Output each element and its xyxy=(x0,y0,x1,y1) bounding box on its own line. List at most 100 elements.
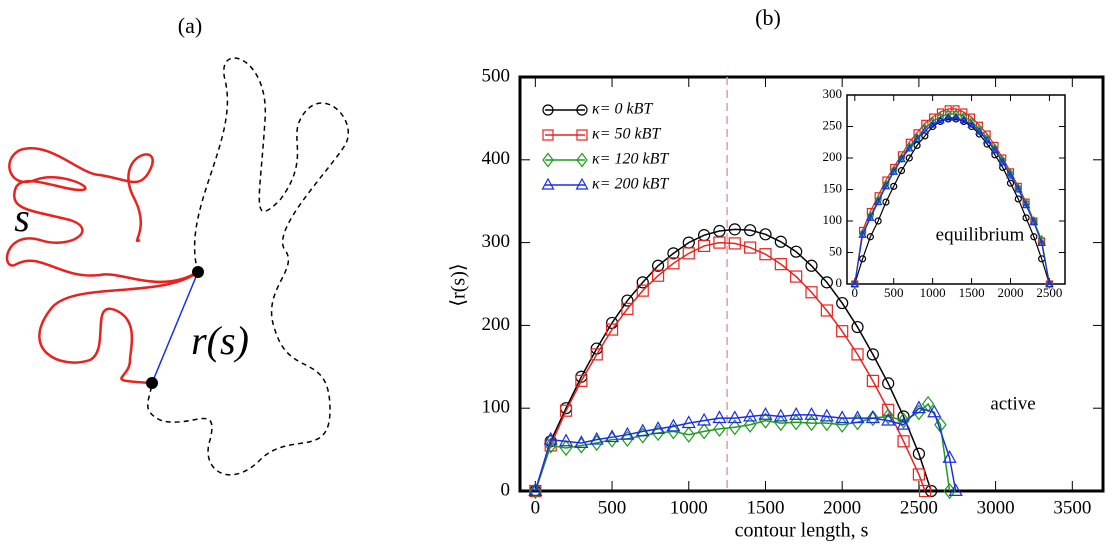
marker xyxy=(998,157,1008,166)
plot-frame xyxy=(846,94,1066,285)
marker xyxy=(666,418,681,432)
marker xyxy=(667,257,680,270)
marker xyxy=(713,420,726,438)
dashed-contour xyxy=(147,57,350,476)
marker xyxy=(727,410,742,424)
distance-arrow xyxy=(151,271,199,384)
marker xyxy=(728,223,741,236)
marker xyxy=(936,112,945,122)
annotation: active xyxy=(990,393,1035,414)
marker xyxy=(544,437,557,454)
endpoint xyxy=(146,377,158,389)
legend-marker xyxy=(542,152,554,168)
marker xyxy=(590,348,603,361)
marker xyxy=(790,270,803,283)
x-tick-label: 2000 xyxy=(823,497,861,518)
marker xyxy=(712,410,727,424)
marker xyxy=(820,276,833,289)
marker xyxy=(1030,233,1038,241)
marker xyxy=(789,406,804,420)
marker xyxy=(882,403,895,416)
marker xyxy=(651,421,666,434)
legend-marker xyxy=(575,177,589,190)
x-tick-label: 1500 xyxy=(959,285,985,300)
legend-label: κ= 50 kBT xyxy=(592,126,661,143)
marker xyxy=(605,323,619,336)
marker xyxy=(604,429,620,443)
marker xyxy=(636,276,649,289)
marker xyxy=(743,408,758,422)
marker xyxy=(850,279,860,287)
x-tick-label: 0 xyxy=(531,497,541,518)
marker xyxy=(759,412,772,429)
marker xyxy=(1045,279,1054,287)
marker xyxy=(866,233,874,241)
legend-marker xyxy=(576,104,588,116)
series-line xyxy=(534,407,957,492)
marker xyxy=(951,112,961,121)
marker xyxy=(805,259,818,272)
marker xyxy=(874,217,882,225)
s-label: s xyxy=(14,195,30,240)
legend-label: κ= 200 kBT xyxy=(592,176,669,193)
marker xyxy=(682,426,696,443)
marker xyxy=(982,135,992,144)
x-tick-label: 2500 xyxy=(900,497,938,518)
marker xyxy=(960,108,968,116)
marker xyxy=(621,430,634,447)
marker xyxy=(1006,170,1015,179)
marker xyxy=(975,126,984,135)
legend-marker xyxy=(542,129,554,141)
marker xyxy=(773,408,788,422)
marker xyxy=(890,182,898,190)
marker xyxy=(759,248,772,261)
marker xyxy=(589,431,604,445)
marker xyxy=(911,400,926,414)
marker xyxy=(636,427,649,444)
legend-marker xyxy=(541,177,555,190)
x-tick-label: 500 xyxy=(884,285,904,300)
marker xyxy=(543,431,558,445)
marker xyxy=(529,482,542,500)
y-axis-label: ⟨r(s)⟩ xyxy=(448,263,470,306)
marker xyxy=(651,269,665,282)
marker xyxy=(858,230,867,238)
marker xyxy=(918,484,932,498)
marker xyxy=(698,239,711,253)
series-line xyxy=(534,228,932,492)
marker xyxy=(936,108,945,116)
panel-a: (a) s r(s) xyxy=(5,13,350,476)
marker xyxy=(651,259,665,272)
red-contour xyxy=(5,147,199,385)
marker xyxy=(667,247,680,260)
marker xyxy=(575,374,588,387)
marker xyxy=(620,426,635,440)
marker xyxy=(851,348,864,361)
marker xyxy=(836,296,849,310)
legend-label: κ= 0 kBT xyxy=(592,101,653,118)
marker xyxy=(728,237,741,250)
marker xyxy=(904,143,914,152)
marker xyxy=(936,115,945,124)
x-tick-label: 2000 xyxy=(998,285,1024,300)
marker xyxy=(697,423,711,440)
marker xyxy=(574,435,589,448)
marker xyxy=(1013,184,1023,193)
x-tick-label: 1000 xyxy=(920,285,946,300)
y-tick-label: 0 xyxy=(836,275,843,290)
marker xyxy=(819,408,834,422)
marker xyxy=(897,154,906,163)
y-tick-label: 250 xyxy=(823,117,843,132)
marker xyxy=(943,112,953,121)
marker xyxy=(682,247,695,260)
marker xyxy=(897,410,910,423)
y-tick-label: 100 xyxy=(482,397,511,418)
marker xyxy=(743,416,757,433)
marker xyxy=(896,416,911,430)
x-tick-label: 3500 xyxy=(1053,497,1091,518)
marker xyxy=(912,468,925,481)
marker xyxy=(667,423,680,440)
marker xyxy=(635,423,650,437)
x-tick-label: 3000 xyxy=(977,497,1015,518)
marker xyxy=(866,213,875,221)
